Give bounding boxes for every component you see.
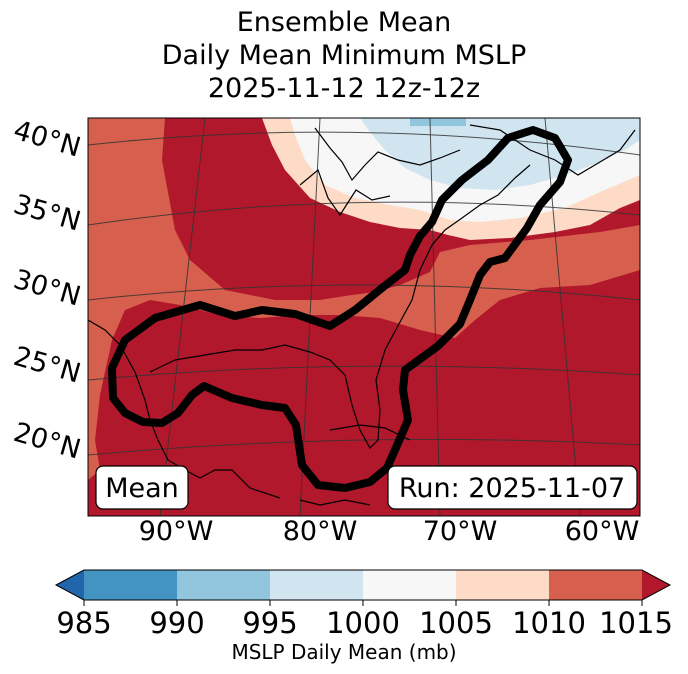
run-box: Run: 2025-11-07 (387, 465, 638, 510)
colorbar-extend-high (642, 570, 670, 600)
colorbar-1005-1010 (456, 570, 549, 600)
title-line-2: Daily Mean Minimum MSLP (161, 40, 527, 71)
mean-contour (108, 126, 572, 492)
colorbar-tick-1000: 1000 (326, 606, 400, 640)
field-990-995 (410, 118, 466, 126)
lon-label-90w: 90°W (139, 516, 214, 547)
title-line-3: 2025-11-12 12z-12z (207, 73, 481, 104)
colorbar-995-1000 (270, 570, 363, 600)
lat-label-30: 30°N (10, 264, 84, 313)
colorbar-tick-1005: 1005 (419, 606, 493, 640)
lon-labels: 90°W 80°W 70°W 60°W (139, 516, 640, 547)
colorbar-extend-low (56, 570, 84, 600)
colorbar-tick-1010: 1010 (512, 606, 586, 640)
lat-label-25: 25°N (10, 341, 84, 390)
colorbar-985-990 (84, 570, 177, 600)
colorbar-tick-985: 985 (56, 606, 112, 640)
colorbar-1010-1015 (549, 570, 642, 600)
lat-label-20: 20°N (10, 417, 84, 466)
colorbar-tick-995: 995 (242, 606, 298, 640)
lat-label-40: 40°N (10, 115, 84, 164)
title-line-1: Ensemble Mean (236, 7, 452, 38)
lon-label-70w: 70°W (423, 516, 498, 547)
colorbar-990-995 (177, 570, 270, 600)
mean-box: Mean (95, 465, 189, 510)
map-frame (87, 117, 641, 517)
graticule (88, 118, 640, 516)
colorbar-label: MSLP Daily Mean (mb) (231, 640, 457, 664)
colorbar (54, 569, 672, 606)
colorbar-tick-1015: 1015 (599, 606, 673, 640)
lat-labels: 40°N 35°N 30°N 25°N 20°N (10, 115, 84, 466)
colorbar-tick-990: 990 (149, 606, 205, 640)
lat-label-35: 35°N (10, 189, 84, 238)
mean-box-text: Mean (105, 473, 179, 504)
colorbar-1000-1005 (363, 570, 456, 600)
run-box-text: Run: 2025-11-07 (399, 473, 625, 504)
lon-label-80w: 80°W (283, 516, 358, 547)
lon-label-60w: 60°W (565, 516, 640, 547)
